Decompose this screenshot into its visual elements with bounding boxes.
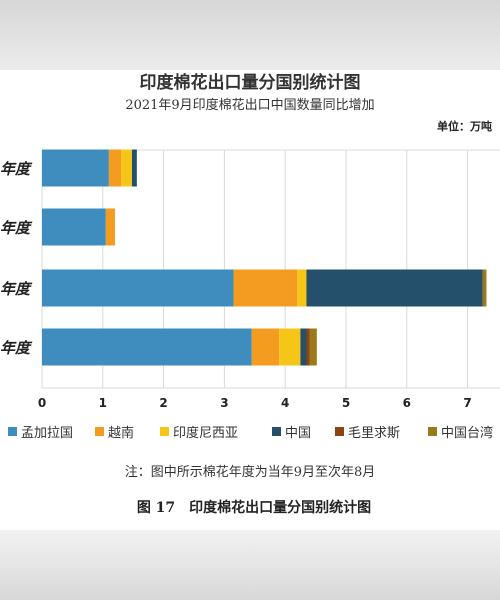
bar-1-series-0 (42, 208, 106, 246)
bar-0-series-0 (42, 149, 109, 187)
x-tick-label-2: 2 (159, 396, 167, 410)
legend-swatch-1 (95, 427, 104, 436)
legend-label-5: 中国台湾 (441, 425, 493, 441)
legend-label-0: 孟加拉国 (21, 426, 73, 441)
unit-label: 单位：万吨 (437, 119, 492, 133)
x-tick-label-1: 1 (99, 396, 107, 410)
legend-label-4: 毛里求斯 (348, 426, 400, 441)
bar-2-series-0 (42, 269, 234, 307)
stacked-bar-chart: 印度棉花出口量分国别统计图 2021年9月印度棉花出口中国数量同比增加 单位：万… (0, 72, 500, 516)
bar-0-series-2 (121, 149, 132, 187)
x-tick-label-3: 3 (220, 396, 228, 410)
legend-swatch-0 (8, 427, 17, 436)
category-label-0: 年度 (0, 160, 33, 178)
bar-3-series-3 (300, 328, 307, 366)
bar-2-series-5 (482, 269, 487, 307)
bar-3-series-1 (251, 328, 280, 366)
bar-2-series-2 (297, 269, 307, 307)
chart-title: 印度棉花出口量分国别统计图 (140, 72, 361, 93)
chart-subtitle: 2021年9月印度棉花出口中国数量同比增加 (125, 97, 374, 113)
document-page: 印度棉花出口量分国别统计图 2021年9月印度棉花出口中国数量同比增加 单位：万… (0, 70, 500, 530)
legend-label-3: 中国 (285, 426, 311, 441)
x-tick-label-6: 6 (403, 396, 411, 410)
x-tick-label-7: 7 (463, 396, 471, 410)
legend-label-2: 印度尼西亚 (173, 425, 238, 441)
chart-note: 注：图中所示棉花年度为当年9月至次年8月 (125, 464, 376, 480)
bar-0-series-3 (131, 149, 137, 187)
bar-1-series-1 (105, 208, 115, 246)
legend: 孟加拉国 越南 印度尼西亚 中国 毛里求斯 中国台湾 (8, 425, 493, 441)
bar-3-series-4 (306, 328, 310, 366)
legend-label-1: 越南 (108, 425, 134, 441)
x-axis-ticks: 0 1 2 3 4 5 6 7 (38, 396, 472, 410)
gridlines (41, 149, 500, 389)
x-tick-label-5: 5 (342, 396, 350, 410)
bottom-background-band (0, 530, 500, 600)
category-label-1: 年度 (0, 219, 33, 237)
category-label-2: 年度 (0, 280, 33, 298)
bar-2-series-3 (306, 269, 483, 307)
x-tick-label-4: 4 (281, 396, 289, 410)
category-label-3: 年度 (0, 339, 33, 357)
x-tick-label-0: 0 (38, 396, 46, 410)
legend-swatch-2 (160, 427, 169, 436)
bar-3-series-0 (42, 328, 252, 366)
figure-caption: 图 17 印度棉花出口量分国别统计图 (137, 499, 371, 516)
top-background-band (0, 0, 500, 70)
legend-swatch-5 (428, 427, 437, 436)
bar-3-series-2 (279, 328, 301, 366)
bar-0-series-1 (108, 149, 122, 187)
bar-3-series-5 (309, 328, 317, 366)
bars (42, 149, 487, 366)
legend-swatch-3 (272, 427, 281, 436)
legend-swatch-4 (335, 427, 344, 436)
bar-2-series-1 (233, 269, 298, 307)
